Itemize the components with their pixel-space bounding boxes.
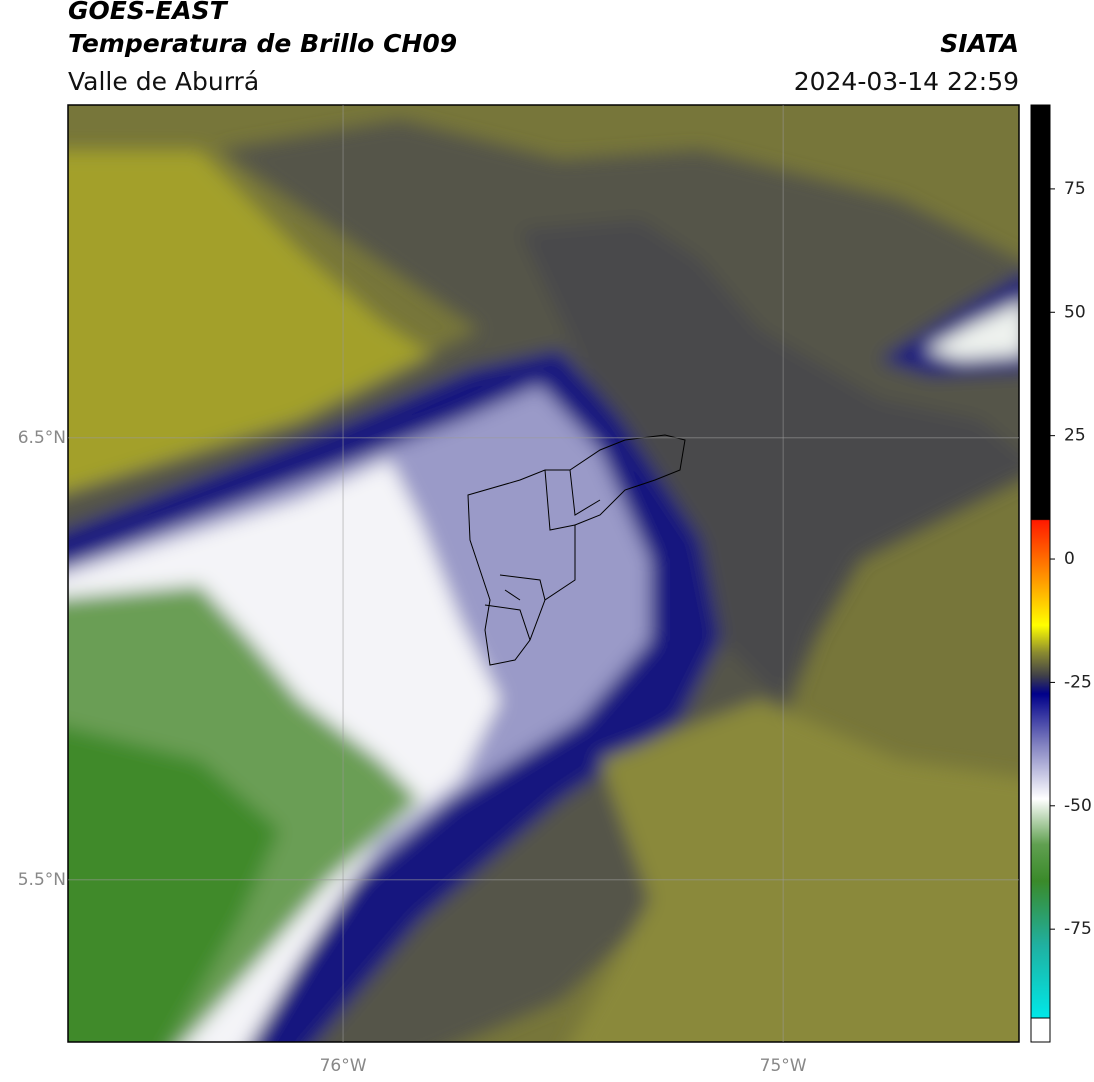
colorbar-extension — [1030, 1017, 1051, 1043]
colorbar-frame — [1030, 104, 1051, 1043]
lon-tick-label: 75°W — [760, 1056, 807, 1076]
map-frame — [67, 104, 1020, 1043]
satellite-image — [68, 105, 1019, 1042]
lat-tick-label: 5.5°N — [18, 870, 66, 890]
colorbar-tick-label: -75 — [1064, 919, 1092, 939]
colorbar — [1031, 105, 1050, 1018]
colorbar-tick-label: 25 — [1064, 426, 1086, 446]
colorbar-tick-label: -50 — [1064, 796, 1092, 816]
colorbar-tick-label: 0 — [1064, 549, 1075, 569]
lat-tick-label: 6.5°N — [18, 428, 66, 448]
region: Valle de Aburrá — [68, 67, 259, 96]
datetime: 2024-03-14 22:59 — [794, 67, 1019, 96]
source: SIATA — [940, 29, 1019, 58]
colorbar-tick-label: 50 — [1064, 302, 1086, 322]
colorbar-tick-label: 75 — [1064, 179, 1086, 199]
subtitle: Temperatura de Brillo CH09 — [68, 29, 457, 58]
title: GOES-EAST — [68, 0, 229, 25]
lon-tick-label: 76°W — [320, 1056, 367, 1076]
basin-outline — [467, 434, 686, 666]
colorbar-tick-label: -25 — [1064, 672, 1092, 692]
